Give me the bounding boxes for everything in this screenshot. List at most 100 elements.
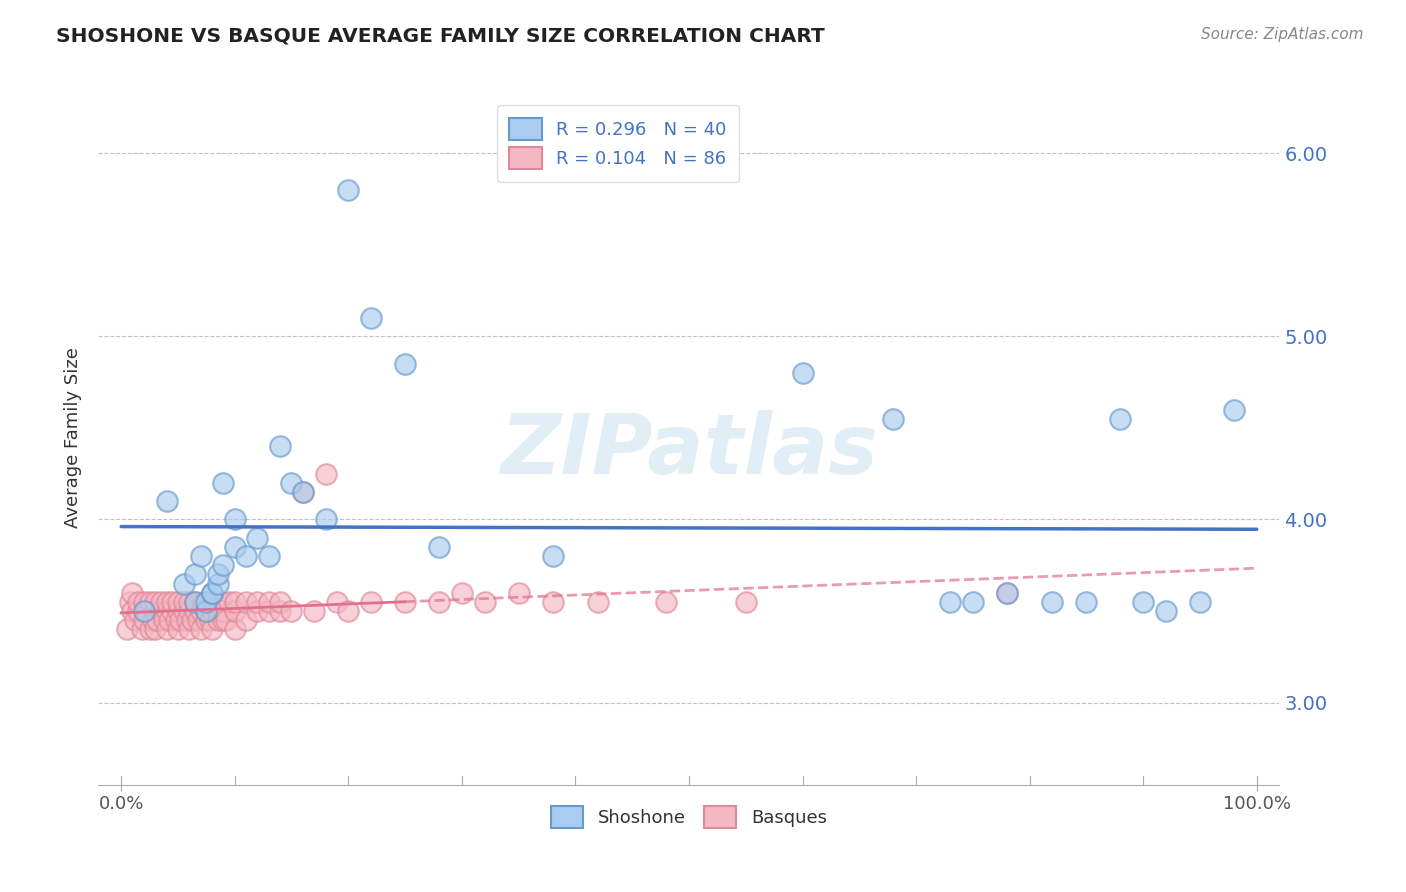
Point bbox=[315, 467, 337, 481]
Point bbox=[269, 595, 291, 609]
Point bbox=[1109, 411, 1132, 425]
Point bbox=[508, 585, 530, 599]
Point bbox=[167, 604, 190, 618]
Point bbox=[541, 549, 564, 563]
Point bbox=[143, 595, 166, 609]
Point bbox=[165, 613, 187, 627]
Point bbox=[291, 485, 314, 500]
Point bbox=[176, 613, 198, 627]
Point bbox=[269, 604, 291, 618]
Point bbox=[394, 595, 416, 609]
Point bbox=[212, 558, 235, 573]
Point bbox=[246, 595, 269, 609]
Point bbox=[212, 613, 235, 627]
Point bbox=[224, 604, 246, 618]
Point bbox=[127, 604, 149, 618]
Point bbox=[201, 623, 224, 637]
Point bbox=[962, 595, 984, 609]
Point bbox=[734, 595, 756, 609]
Point bbox=[169, 613, 191, 627]
Point bbox=[280, 475, 302, 490]
Point bbox=[149, 595, 172, 609]
Point bbox=[120, 595, 142, 609]
Point bbox=[149, 604, 172, 618]
Point bbox=[246, 531, 269, 545]
Point bbox=[212, 604, 235, 618]
Point bbox=[173, 604, 195, 618]
Point bbox=[541, 595, 564, 609]
Point bbox=[360, 311, 382, 326]
Point bbox=[138, 623, 160, 637]
Point bbox=[191, 595, 214, 609]
Point bbox=[167, 623, 190, 637]
Point bbox=[246, 604, 269, 618]
Point bbox=[792, 366, 814, 380]
Point bbox=[142, 613, 165, 627]
Point bbox=[143, 623, 166, 637]
Point bbox=[235, 549, 257, 563]
Point bbox=[138, 595, 160, 609]
Point bbox=[162, 595, 183, 609]
Point bbox=[235, 595, 257, 609]
Point bbox=[202, 595, 225, 609]
Point bbox=[155, 623, 177, 637]
Point bbox=[655, 595, 678, 609]
Point bbox=[427, 540, 450, 554]
Point bbox=[115, 623, 138, 637]
Point bbox=[179, 623, 201, 637]
Point bbox=[195, 604, 218, 618]
Text: Source: ZipAtlas.com: Source: ZipAtlas.com bbox=[1201, 27, 1364, 42]
Point bbox=[173, 576, 195, 591]
Point bbox=[474, 595, 496, 609]
Point bbox=[155, 604, 177, 618]
Point bbox=[207, 567, 229, 582]
Point bbox=[939, 595, 962, 609]
Point bbox=[195, 604, 218, 618]
Point bbox=[162, 604, 183, 618]
Text: ZIPatlas: ZIPatlas bbox=[501, 410, 877, 491]
Point bbox=[184, 595, 207, 609]
Point bbox=[190, 604, 212, 618]
Point bbox=[179, 604, 201, 618]
Point bbox=[450, 585, 472, 599]
Point bbox=[995, 585, 1018, 599]
Point bbox=[427, 595, 450, 609]
Point bbox=[291, 485, 314, 500]
Point bbox=[995, 585, 1018, 599]
Point bbox=[224, 595, 246, 609]
Point bbox=[1188, 595, 1211, 609]
Point bbox=[1040, 595, 1063, 609]
Point bbox=[167, 595, 190, 609]
Point bbox=[184, 567, 207, 582]
Point bbox=[201, 585, 224, 599]
Point bbox=[143, 604, 166, 618]
Point bbox=[190, 623, 212, 637]
Point bbox=[1076, 595, 1098, 609]
Point bbox=[207, 613, 229, 627]
Point bbox=[127, 595, 149, 609]
Point bbox=[326, 595, 349, 609]
Point bbox=[121, 604, 143, 618]
Point bbox=[224, 540, 246, 554]
Point bbox=[173, 595, 195, 609]
Point bbox=[214, 613, 236, 627]
Point bbox=[360, 595, 382, 609]
Point bbox=[190, 549, 212, 563]
Point bbox=[1154, 604, 1177, 618]
Point bbox=[131, 623, 153, 637]
Y-axis label: Average Family Size: Average Family Size bbox=[63, 347, 82, 527]
Point bbox=[153, 613, 176, 627]
Point bbox=[132, 595, 155, 609]
Text: SHOSHONE VS BASQUE AVERAGE FAMILY SIZE CORRELATION CHART: SHOSHONE VS BASQUE AVERAGE FAMILY SIZE C… bbox=[56, 27, 825, 45]
Point bbox=[212, 475, 235, 490]
Point bbox=[207, 576, 229, 591]
Point bbox=[315, 512, 337, 526]
Point bbox=[187, 613, 209, 627]
Point bbox=[179, 595, 201, 609]
Point bbox=[184, 595, 207, 609]
Point bbox=[195, 595, 218, 609]
Point bbox=[121, 585, 143, 599]
Point bbox=[586, 595, 609, 609]
Point bbox=[201, 604, 224, 618]
Point bbox=[124, 613, 146, 627]
